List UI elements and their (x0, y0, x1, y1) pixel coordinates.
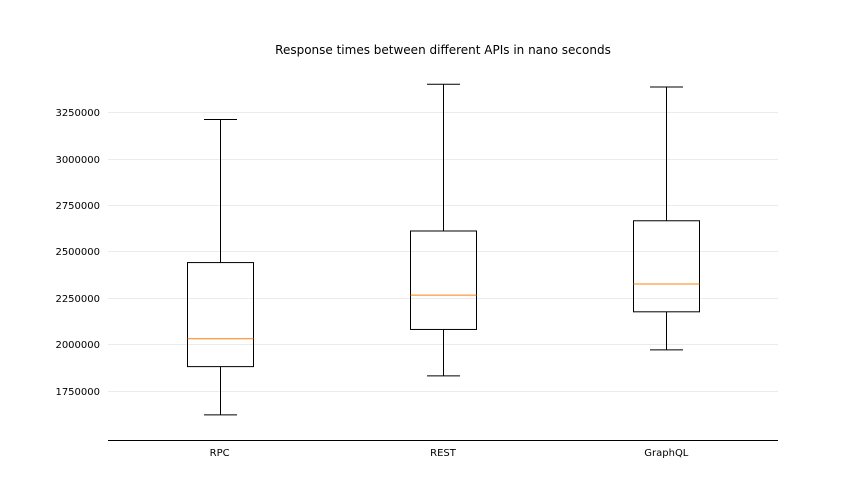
chart-title: Response times between different APIs in… (275, 43, 611, 57)
y-tick-label: 2500000 (55, 247, 100, 258)
y-tick-label: 1750000 (55, 387, 100, 398)
y-tick-label: 3250000 (55, 108, 100, 119)
y-tick-label: 2750000 (55, 201, 100, 212)
box (633, 220, 700, 313)
x-tick-label: REST (430, 448, 457, 459)
x-tick-labels: RPC REST GraphQL (210, 448, 689, 459)
box (410, 230, 477, 330)
y-tick-labels: 1750000 2000000 2250000 2500000 2750000 30000… (55, 108, 100, 398)
box-group-rest (410, 83, 477, 377)
x-tick-label: RPC (210, 448, 230, 459)
y-tick-label: 2250000 (55, 294, 100, 305)
box (187, 262, 254, 368)
box-group-rpc (187, 119, 254, 416)
box-layer (187, 83, 700, 416)
x-tick-label: GraphQL (644, 448, 689, 459)
y-tick-label: 2000000 (55, 340, 100, 351)
box-group-graphql (633, 86, 700, 351)
y-tick-label: 3000000 (55, 155, 100, 166)
